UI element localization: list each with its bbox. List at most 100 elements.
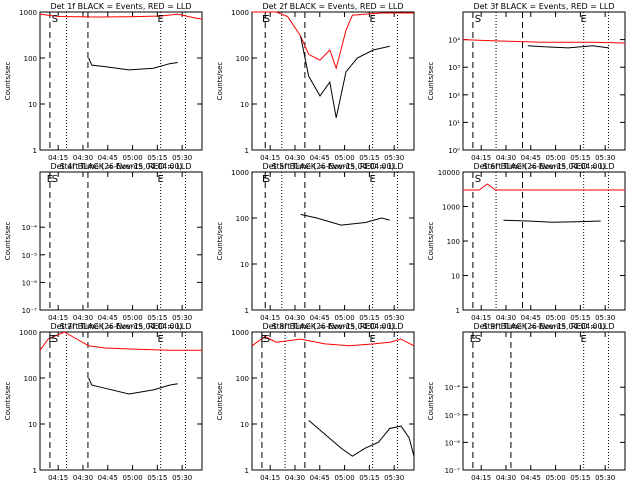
y-tick-label: 10⁴ <box>448 37 460 45</box>
y-tick-label: 100 <box>24 375 37 383</box>
marker-label: E <box>470 334 476 345</box>
y-axis-label: Counts/sec <box>4 222 12 261</box>
x-tick-label: 05:00 <box>334 314 354 322</box>
series-line-2 <box>88 377 178 395</box>
y-tick-label: 10⁻⁵ <box>445 412 461 420</box>
y-axis-label: Counts/sec <box>4 62 12 101</box>
x-tick-label: 04:30 <box>73 154 93 162</box>
panel-2: Det 2f BLACK = Events, RED = LLD 1 10 100 10… <box>216 2 415 171</box>
y-tick-label: 10⁻⁷ <box>445 467 461 475</box>
marker-label: E <box>370 174 376 185</box>
y-tick-label: 10 <box>240 421 249 429</box>
plot-frame <box>462 11 626 151</box>
x-axis-label: Start Time (26-Nov-15 04:04:00) <box>60 322 182 331</box>
y-tick-label: 100 <box>447 238 460 246</box>
marker-label: S <box>475 14 481 25</box>
x-tick-label: 04:45 <box>310 154 330 162</box>
x-tick-label: 05:30 <box>172 314 192 322</box>
plot-frame <box>251 331 415 471</box>
x-tick-label: 05:15 <box>570 474 590 480</box>
y-tick-label: 100 <box>24 55 37 63</box>
x-tick-label: 05:30 <box>595 314 615 322</box>
marker-label: E <box>158 334 164 345</box>
x-tick-label: 05:15 <box>359 154 379 162</box>
x-tick-label: 05:30 <box>172 154 192 162</box>
y-tick-label: 10 <box>240 261 249 269</box>
y-tick-label: 1 <box>245 467 249 475</box>
marker-label: E <box>262 174 268 185</box>
marker-label: S <box>52 14 58 25</box>
y-tick-label: 10 <box>28 101 37 109</box>
panel-title: Det 8f BLACK = Events, RED = LLD <box>262 322 403 331</box>
y-tick-label: 1000 <box>231 9 249 17</box>
x-tick-label: 05:15 <box>147 474 167 480</box>
x-tick-label: 05:30 <box>595 154 615 162</box>
y-tick-label: 10 <box>451 273 460 281</box>
x-tick-label: 04:30 <box>285 474 305 480</box>
panel-8: Det 8f BLACK = Events, RED = LLD 1 10 100 10… <box>216 322 415 480</box>
x-tick-label: 05:30 <box>384 314 404 322</box>
y-tick-label: 1 <box>33 467 37 475</box>
panel-title: Det 1f BLACK = Events, RED = LLD <box>50 2 191 11</box>
panel-title: Det 3f BLACK = Events, RED = LLD <box>473 2 614 11</box>
x-axis-label: Start Time (26-Nov-15 04:04:00) <box>60 162 182 171</box>
y-tick-label: 10¹ <box>448 119 460 127</box>
panel-1: Det 1f BLACK = Events, RED = LLD 1 10 100 10… <box>4 2 203 171</box>
marker-label: E <box>370 334 376 345</box>
x-tick-label: 05:00 <box>545 314 565 322</box>
marker-label: E <box>47 174 53 185</box>
panel-title: Det 2f BLACK = Events, RED = LLD <box>262 2 403 11</box>
y-tick-label: 100 <box>236 55 249 63</box>
x-tick-label: 05:15 <box>147 154 167 162</box>
y-tick-label: 10⁻⁵ <box>22 252 38 260</box>
x-tick-label: 05:30 <box>384 474 404 480</box>
marker-label: S <box>264 14 270 25</box>
x-tick-label: 04:15 <box>471 154 491 162</box>
x-tick-label: 05:00 <box>122 314 142 322</box>
marker-label: E <box>262 14 268 25</box>
x-tick-label: 04:15 <box>48 314 68 322</box>
panel-9: Det 9f BLACK = Events, RED = LLD 10⁻⁷ 10⁻⁶… <box>427 322 626 480</box>
marker-label: S <box>475 334 481 345</box>
y-tick-label: 10⁻⁷ <box>22 307 38 315</box>
plot-frame <box>462 331 626 471</box>
marker-label: S <box>52 334 58 345</box>
marker-label: E <box>260 334 266 345</box>
x-tick-label: 05:15 <box>147 314 167 322</box>
series-line-1 <box>251 335 415 347</box>
marker-label: E <box>158 174 164 185</box>
y-tick-label: 10⁻⁶ <box>445 439 461 447</box>
x-tick-label: 05:15 <box>570 154 590 162</box>
y-tick-label: 1 <box>245 307 249 315</box>
panel-title: Det 7f BLACK = Events, RED = LLD <box>50 322 191 331</box>
y-tick-label: 1 <box>33 147 37 155</box>
marker-label: S <box>475 174 481 185</box>
plot-frame <box>39 331 203 471</box>
x-tick-label: 04:45 <box>310 474 330 480</box>
marker-label: S <box>264 334 270 345</box>
panel-5: Det 5f BLACK = Events, RED = LLD 1 10 100 10… <box>216 162 415 331</box>
y-axis-label: Counts/sec <box>216 62 224 101</box>
series-line-2 <box>300 36 390 118</box>
x-tick-label: 04:15 <box>260 154 280 162</box>
x-tick-label: 04:45 <box>98 474 118 480</box>
x-tick-label: 05:15 <box>570 314 590 322</box>
x-tick-label: 04:45 <box>521 474 541 480</box>
x-tick-label: 04:15 <box>471 314 491 322</box>
y-axis-label: Counts/sec <box>216 222 224 261</box>
plot-frame <box>251 171 415 311</box>
y-axis-label: Counts/sec <box>427 62 435 101</box>
x-tick-label: 05:00 <box>545 154 565 162</box>
y-tick-label: 10³ <box>448 64 460 72</box>
x-tick-label: 05:00 <box>334 474 354 480</box>
series-line-2 <box>88 57 178 71</box>
x-tick-label: 04:30 <box>285 154 305 162</box>
x-tick-label: 04:15 <box>48 474 68 480</box>
x-tick-label: 05:00 <box>122 154 142 162</box>
y-axis-label: Counts/sec <box>427 382 435 421</box>
panel-title: Det 6f BLACK = Events, RED = LLD <box>473 162 614 171</box>
y-tick-label: 1000 <box>231 169 249 177</box>
panel-title: Det 9f BLACK = Events, RED = LLD <box>473 322 614 331</box>
y-tick-label: 1 <box>245 147 249 155</box>
x-tick-label: 04:45 <box>310 314 330 322</box>
